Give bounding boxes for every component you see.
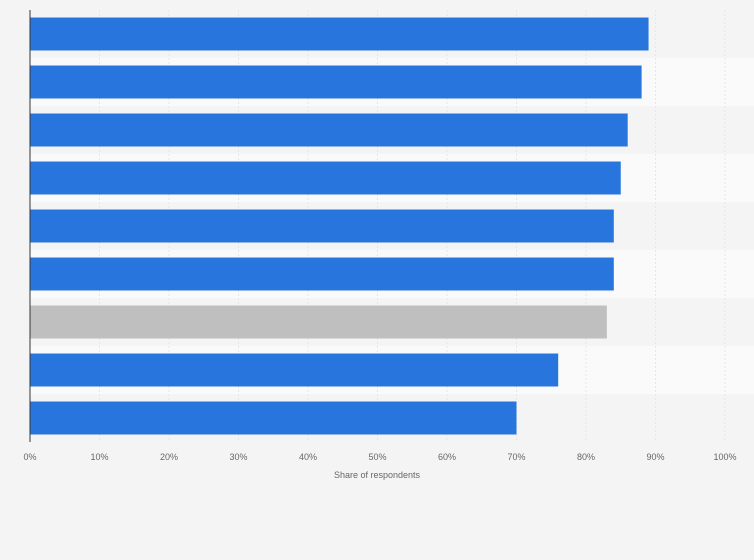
x-tick-label: 30% [229, 452, 247, 462]
x-tick-label: 0% [23, 452, 36, 462]
bars [30, 17, 649, 435]
x-tick-label: 100% [713, 452, 736, 462]
x-tick-label: 20% [160, 452, 178, 462]
x-tick-label: 90% [646, 452, 664, 462]
x-tick-label: 80% [577, 452, 595, 462]
x-tick-label: 70% [507, 452, 525, 462]
bar [30, 65, 642, 99]
x-tick-label: 50% [368, 452, 386, 462]
bar [30, 113, 628, 147]
bar [30, 17, 649, 51]
bar [30, 353, 559, 387]
x-axis-title: Share of respondents [334, 470, 421, 480]
bar [30, 257, 614, 291]
x-tick-label: 60% [438, 452, 456, 462]
bar [30, 161, 621, 195]
bar [30, 209, 614, 243]
x-tick-label: 40% [299, 452, 317, 462]
x-tick-labels: 0% 10% 20% 30% 40% 50% 60% 70% 80% 90% 100% [23, 452, 736, 462]
x-tick-label: 10% [90, 452, 108, 462]
bar [30, 305, 607, 339]
bar [30, 401, 517, 435]
